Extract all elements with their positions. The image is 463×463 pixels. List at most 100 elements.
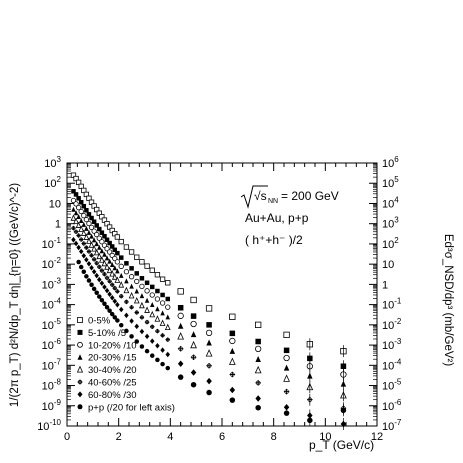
data-point bbox=[112, 298, 118, 305]
x-tick-label: 8 bbox=[271, 431, 277, 443]
data-point bbox=[144, 333, 150, 340]
data-point bbox=[112, 247, 118, 253]
data-point bbox=[123, 244, 130, 250]
data-point bbox=[73, 210, 79, 216]
data-point bbox=[78, 199, 84, 205]
data-point bbox=[119, 272, 124, 278]
data-point-ring bbox=[230, 372, 235, 377]
data-point bbox=[89, 233, 94, 239]
data-point bbox=[99, 280, 105, 287]
data-point bbox=[107, 308, 112, 313]
y-left-tick-label: 10-6 bbox=[42, 337, 62, 352]
sqrt-sign bbox=[240, 185, 268, 209]
data-point-ring bbox=[81, 241, 86, 246]
y-left-tick-label: 10-4 bbox=[42, 297, 62, 312]
y-right-tick-label: 1 bbox=[382, 279, 388, 291]
data-point bbox=[99, 248, 105, 254]
series-2 bbox=[70, 197, 347, 381]
data-point bbox=[283, 374, 290, 382]
data-point bbox=[96, 235, 102, 241]
y-left-tick-label: 10-10 bbox=[37, 418, 61, 433]
data-point-ring bbox=[71, 226, 76, 231]
data-point bbox=[118, 281, 125, 288]
data-point bbox=[104, 263, 110, 270]
data-point bbox=[229, 337, 236, 345]
data-point bbox=[81, 253, 87, 259]
data-point bbox=[94, 290, 99, 296]
data-point bbox=[102, 251, 107, 257]
data-point bbox=[73, 192, 79, 197]
data-point bbox=[73, 240, 79, 247]
legend-label: 10-20% /10 bbox=[88, 340, 137, 351]
data-point bbox=[115, 301, 120, 308]
data-point bbox=[119, 322, 124, 328]
data-point bbox=[229, 386, 236, 394]
data-point bbox=[150, 284, 155, 290]
charge-label: ( h⁺+h⁻ )/2 bbox=[245, 233, 303, 247]
data-point bbox=[78, 217, 84, 223]
y-left-tick-label: 1 bbox=[55, 219, 61, 231]
data-point bbox=[206, 377, 212, 385]
x-tick-label: 0 bbox=[64, 431, 70, 443]
data-point bbox=[128, 249, 135, 255]
data-point bbox=[228, 357, 236, 365]
y-right-tick-label: 106 bbox=[382, 155, 399, 170]
data-point bbox=[139, 283, 145, 289]
data-point-ring bbox=[84, 245, 89, 250]
y-left-tick-label: 10-5 bbox=[42, 317, 62, 332]
data-point bbox=[75, 221, 82, 228]
data-point-ring bbox=[74, 229, 78, 234]
data-point bbox=[144, 288, 150, 294]
data-point bbox=[104, 305, 110, 310]
data-point bbox=[139, 301, 145, 309]
data-point bbox=[124, 261, 129, 266]
data-point-ring bbox=[255, 380, 261, 386]
legend-label: 0-5% bbox=[88, 316, 111, 327]
data-point bbox=[165, 314, 170, 320]
data-point-ring bbox=[99, 268, 104, 273]
y-right-tick-label: 102 bbox=[382, 236, 399, 251]
y-right-tick-label: 105 bbox=[382, 175, 399, 190]
data-point bbox=[139, 293, 145, 299]
data-point bbox=[107, 291, 112, 298]
data-point-ring bbox=[160, 333, 165, 338]
data-point bbox=[102, 301, 107, 307]
data-point bbox=[89, 265, 94, 271]
systems-label: Au+Au, p+p bbox=[245, 211, 309, 225]
data-point bbox=[159, 300, 166, 306]
data-point bbox=[155, 306, 160, 312]
data-point bbox=[206, 322, 212, 328]
data-point bbox=[129, 283, 134, 289]
data-point bbox=[283, 331, 290, 339]
data-point bbox=[114, 276, 121, 283]
series-7 bbox=[76, 259, 347, 427]
data-point bbox=[73, 217, 79, 225]
data-point bbox=[255, 355, 261, 362]
data-point bbox=[94, 223, 99, 228]
series-6 bbox=[71, 237, 347, 431]
x-tick-label: 2 bbox=[116, 431, 122, 443]
data-point bbox=[84, 208, 89, 213]
legend-label: 20-30% /15 bbox=[88, 353, 137, 364]
x-tick-label: 4 bbox=[167, 431, 173, 443]
y-right-tick-label: 10-6 bbox=[382, 398, 402, 413]
data-point bbox=[134, 278, 140, 285]
data-point bbox=[177, 332, 185, 340]
data-point bbox=[106, 266, 113, 274]
data-point bbox=[165, 304, 171, 310]
data-point bbox=[89, 282, 94, 287]
series-3 bbox=[71, 206, 347, 390]
data-point bbox=[102, 233, 107, 239]
data-point bbox=[164, 323, 171, 331]
data-point bbox=[177, 304, 184, 311]
data-point bbox=[150, 302, 155, 308]
legend-marker-ring bbox=[77, 379, 83, 385]
data-point bbox=[88, 224, 95, 230]
data-point bbox=[99, 230, 105, 235]
data-point-ring bbox=[165, 337, 170, 342]
data-point bbox=[128, 274, 135, 280]
data-point bbox=[81, 269, 87, 275]
y-axis-label-right: Ed³σ_NSD/dp³ (mb/GeV²) bbox=[442, 234, 454, 367]
data-point bbox=[73, 201, 79, 207]
series-0 bbox=[70, 172, 347, 358]
